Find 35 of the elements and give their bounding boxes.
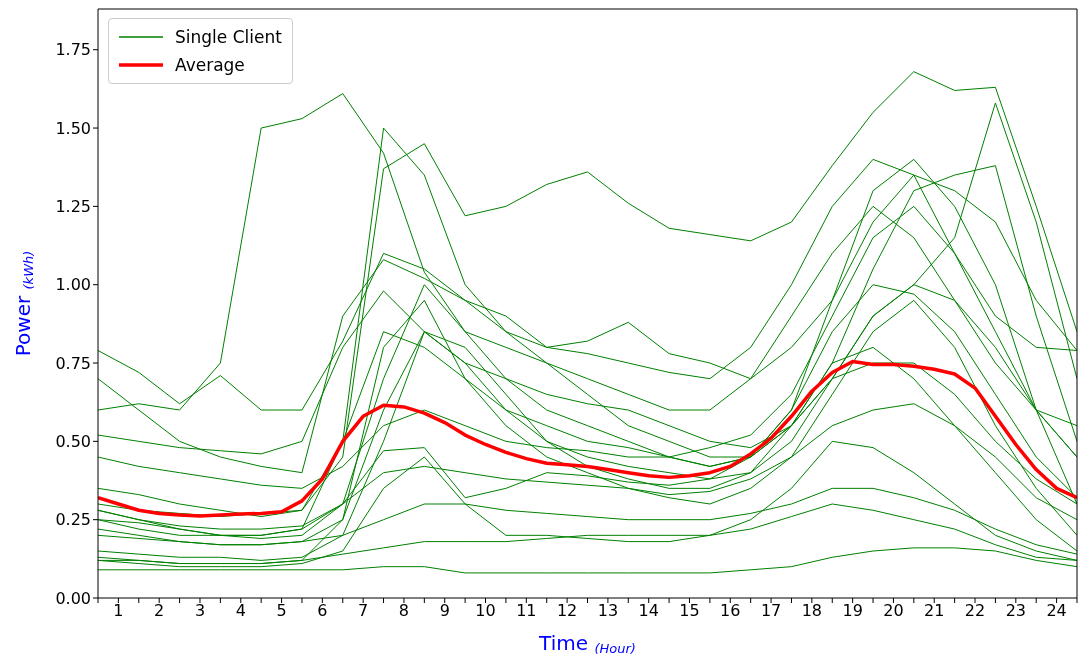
legend-label: Average [175,54,245,77]
x-tick-label: 3 [194,601,206,621]
x-tick-label: 17 [760,601,782,621]
x-tick-label: 14 [638,601,659,621]
x-tick-label: 5 [276,601,287,621]
x-tick-label: 8 [398,601,410,621]
y-tick-label: 1.25 [55,197,91,217]
x-tick-label: 10 [475,601,496,621]
x-tick-label: 12 [556,601,578,621]
x-tick-label: 4 [235,601,246,621]
x-tick-label: 6 [317,601,328,621]
y-tick-label: 1.75 [55,40,91,60]
x-tick-label: 21 [924,601,945,621]
y-tick-label: 1.00 [55,275,91,295]
x-tick-label: 9 [439,601,450,621]
x-tick-label: 18 [801,601,823,621]
y-tick-label: 0.00 [55,588,91,608]
x-tick-label: 1 [113,601,124,621]
x-tick-label: 13 [597,601,619,621]
x-tick-label: 22 [964,601,986,621]
y-tick-label: 0.50 [55,432,91,452]
y-tick-label: 1.50 [55,118,91,138]
legend-label: Single Client [175,26,282,49]
x-tick-label: 7 [358,601,369,621]
y-tick-label: 0.25 [55,510,91,530]
x-tick-label: 19 [842,601,863,621]
x-tick-label: 2 [154,601,165,621]
x-axis-title: Time $_{(Hour)}$ [538,631,636,657]
x-tick-label: 15 [679,601,700,621]
x-tick-label: 11 [516,601,537,621]
x-tick-label: 23 [1005,601,1026,621]
x-tick-label: 16 [720,601,741,621]
x-tick-label: 20 [883,601,904,621]
x-tick-label: 24 [1046,601,1067,621]
y-tick-label: 0.75 [55,353,91,373]
